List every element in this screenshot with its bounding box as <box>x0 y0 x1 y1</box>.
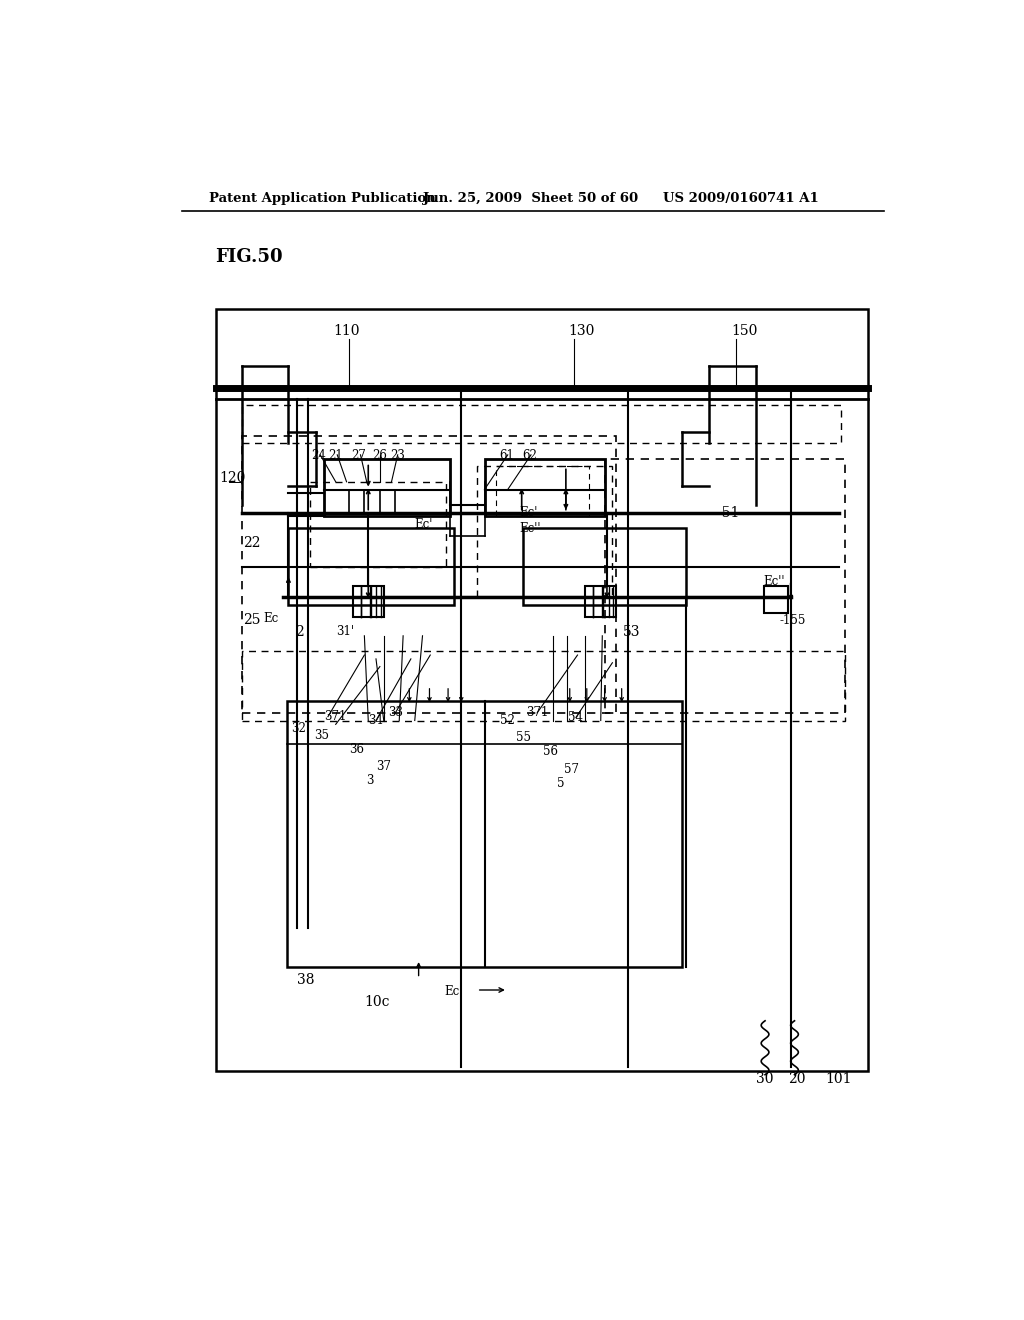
Bar <box>216 309 868 1071</box>
Text: 5: 5 <box>557 777 564 791</box>
Text: 55: 55 <box>516 731 530 744</box>
Text: 21: 21 <box>329 449 343 462</box>
Text: 30: 30 <box>756 1072 773 1085</box>
Bar <box>586 586 616 616</box>
Bar <box>310 482 445 566</box>
Text: 38: 38 <box>297 973 314 987</box>
Text: Ec': Ec' <box>519 506 538 519</box>
Text: 24: 24 <box>311 449 326 462</box>
Text: Ec: Ec <box>263 612 279 626</box>
Bar <box>242 405 841 444</box>
Bar <box>477 466 612 598</box>
Text: 36: 36 <box>349 743 365 756</box>
Text: 26: 26 <box>373 449 387 462</box>
Text: 371: 371 <box>526 706 549 719</box>
Text: 27: 27 <box>351 449 367 462</box>
Text: FIG.50: FIG.50 <box>216 248 284 265</box>
Bar <box>604 459 845 713</box>
Text: -155: -155 <box>779 614 805 627</box>
Text: 10c: 10c <box>365 994 390 1008</box>
Text: 101: 101 <box>825 1072 852 1085</box>
Text: Ec'': Ec'' <box>519 521 541 535</box>
Text: 25: 25 <box>244 614 261 627</box>
Bar <box>289 528 454 605</box>
Bar <box>496 466 589 516</box>
Text: 371: 371 <box>325 710 347 723</box>
Bar <box>352 586 384 616</box>
Text: 120: 120 <box>219 471 246 484</box>
Bar <box>287 701 682 966</box>
Text: 37: 37 <box>376 760 391 774</box>
Text: 32: 32 <box>291 722 306 735</box>
Text: 61: 61 <box>499 449 514 462</box>
Bar <box>324 459 450 516</box>
Text: 2: 2 <box>295 624 303 639</box>
Text: 52: 52 <box>501 714 515 727</box>
Text: 23: 23 <box>390 449 406 462</box>
Text: Patent Application Publication: Patent Application Publication <box>209 191 436 205</box>
Text: 57: 57 <box>564 763 579 776</box>
Text: 33: 33 <box>388 706 402 719</box>
Text: 20: 20 <box>788 1072 806 1085</box>
Text: Ec: Ec <box>444 985 460 998</box>
Text: US 2009/0160741 A1: US 2009/0160741 A1 <box>663 191 818 205</box>
Text: 3: 3 <box>366 774 374 787</box>
Text: Ec': Ec' <box>415 517 433 531</box>
Text: 62: 62 <box>522 449 537 462</box>
Text: Ec'': Ec'' <box>764 576 785 589</box>
Bar <box>242 651 845 721</box>
Text: Jun. 25, 2009  Sheet 50 of 60: Jun. 25, 2009 Sheet 50 of 60 <box>423 191 638 205</box>
Text: 31': 31' <box>336 626 353 639</box>
Bar <box>764 586 788 612</box>
Text: 110: 110 <box>334 323 359 338</box>
Bar <box>484 459 604 516</box>
Text: 56: 56 <box>543 744 558 758</box>
Text: 150: 150 <box>731 323 758 338</box>
Text: 54: 54 <box>568 711 584 723</box>
Bar <box>242 436 616 713</box>
Text: 34: 34 <box>369 714 384 727</box>
Text: 53: 53 <box>623 624 640 639</box>
Text: 130: 130 <box>568 323 595 338</box>
Bar <box>523 528 686 605</box>
Text: -51: -51 <box>717 506 739 520</box>
Text: 35: 35 <box>314 730 330 742</box>
Text: 22: 22 <box>244 536 261 550</box>
